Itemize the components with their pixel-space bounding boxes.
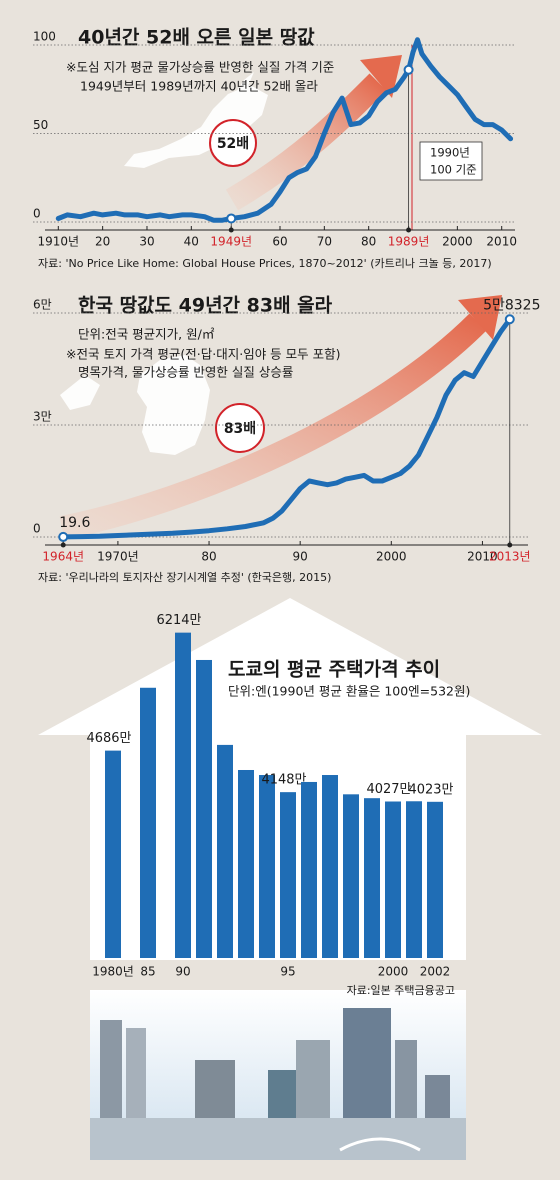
subtitle: 단위:엔(1990년 평균 환율은 100엔=532원): [228, 684, 470, 699]
x-tick-label: 1970년: [97, 550, 139, 564]
trend-arrow: [225, 73, 387, 211]
annotation-circle: [209, 119, 257, 167]
x-tick-label: 2000: [442, 235, 473, 249]
x-tick-label: 85: [140, 965, 155, 979]
note: 명목가격, 물가상승률 반영한 실질 상승률: [78, 365, 293, 380]
x-tick-label: 1989년: [388, 235, 430, 249]
highlight-point: [226, 213, 237, 224]
arrow-head: [360, 55, 402, 98]
x-tick-label: 2000: [378, 965, 409, 979]
x-tick-label: 95: [280, 965, 295, 979]
y-tick-label: 6만: [33, 298, 52, 312]
source: 자료: 'No Price Like Home: Global House Pr…: [38, 257, 492, 270]
bar: [385, 801, 401, 958]
x-tick-label: 90: [175, 965, 190, 979]
highlight-point: [403, 64, 414, 75]
y-tick-label: 3만: [33, 410, 52, 424]
data-label: 4686만: [86, 731, 131, 746]
bar: [175, 632, 191, 958]
y-tick-label: 100: [33, 30, 56, 44]
bar: [217, 744, 233, 958]
source: 자료: '우리나라의 토지자산 장기시계열 추정' (한국은행, 2015): [38, 571, 331, 584]
highlight-point: [58, 531, 69, 542]
line-series: [60, 316, 513, 540]
japan-map: [124, 72, 268, 168]
data-label: 5만8325: [483, 297, 540, 313]
x-tick-label: 2013년: [489, 550, 531, 564]
arrow-head: [458, 295, 502, 340]
y-tick-label: 50: [33, 118, 48, 132]
annotation: 1990년: [430, 146, 470, 160]
x-tick-label: 2000: [376, 550, 407, 564]
bar: [427, 801, 443, 958]
note: ※도심 지가 평균 물가상승률 반영한 실질 가격 기준: [66, 60, 334, 75]
data-label: 4023만: [408, 782, 453, 797]
bridge: [339, 1137, 421, 1152]
data-label: 4027만: [366, 782, 411, 797]
x-tick-label: 80: [201, 550, 216, 564]
bar: [140, 687, 156, 958]
building: [425, 1075, 450, 1120]
building: [296, 1040, 330, 1120]
annotation: 83배: [224, 421, 256, 437]
line-series: [55, 37, 514, 223]
bar: [364, 798, 380, 958]
x-tick-label: 60: [272, 235, 287, 249]
chart-title: 한국 땅값도 49년간 83배 올라: [78, 295, 333, 317]
note: 단위:전국 평균지가, 원/㎡: [78, 327, 215, 342]
x-tick-label: 1964년: [42, 550, 84, 564]
building: [395, 1040, 417, 1120]
data-label: 6214만: [156, 613, 201, 628]
bar: [322, 775, 338, 958]
trend-arrow: [59, 313, 487, 540]
building: [343, 1008, 391, 1120]
axis-dot: [507, 542, 513, 548]
bar: [259, 775, 275, 958]
x-tick-label: 70: [317, 235, 332, 249]
note: ※전국 토지 가격 평균(전·답·대지·임야 등 모두 포함): [66, 347, 341, 362]
city-photo: [90, 990, 466, 1160]
highlight-point: [504, 314, 515, 325]
building: [100, 1020, 122, 1120]
x-tick-label: 2010: [486, 235, 517, 249]
data-label: 19.6: [59, 515, 90, 531]
chart-title: 도쿄의 평균 주택가격 추이: [228, 659, 440, 681]
note: 1949년부터 1989년까지 40년간 52배 올라: [80, 79, 318, 94]
waterfront: [90, 1118, 466, 1160]
annotation: 100 기준: [430, 163, 477, 177]
x-tick-label: 40: [184, 235, 199, 249]
x-tick-label: 30: [139, 235, 154, 249]
x-tick-label: 2002: [420, 965, 451, 979]
bar: [280, 792, 296, 958]
axis-dot: [406, 227, 412, 233]
x-tick-label: 80: [361, 235, 376, 249]
annotation-circle: [215, 403, 265, 453]
bar: [343, 794, 359, 958]
x-tick-label: 1949년: [210, 235, 252, 249]
data-label: 4148만: [261, 773, 306, 788]
axis-dot: [60, 542, 66, 548]
axis-dot: [228, 227, 234, 233]
x-tick-label: 1980년: [92, 965, 134, 979]
korea-map: [60, 355, 210, 455]
y-tick-label: 0: [33, 207, 41, 221]
annotation: 52배: [217, 136, 249, 152]
bar: [238, 769, 254, 958]
x-tick-label: 2010: [467, 550, 498, 564]
building: [195, 1060, 235, 1120]
bar: [301, 781, 317, 958]
annotation-box: [419, 141, 483, 181]
bar: [406, 801, 422, 958]
chart-title: 40년간 52배 오른 일본 땅값: [78, 27, 315, 49]
building: [126, 1028, 146, 1120]
x-tick-label: 90: [293, 550, 308, 564]
x-tick-label: 1910년: [38, 235, 80, 249]
bar: [105, 750, 121, 958]
bar: [196, 659, 212, 958]
y-tick-label: 0: [33, 522, 41, 536]
x-tick-label: 20: [95, 235, 110, 249]
source: 자료:일본 주택금융공고: [347, 983, 455, 997]
